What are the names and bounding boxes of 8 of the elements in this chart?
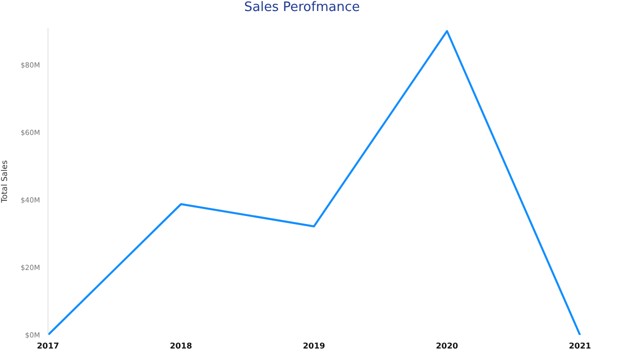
- x-tick-label: 2020: [436, 342, 459, 351]
- line-series: [47, 30, 581, 335]
- x-tick-label: 2019: [302, 342, 326, 351]
- x-tick-label: 2017: [36, 342, 60, 351]
- y-axis-title: Total Sales: [0, 160, 9, 204]
- x-tick-label: 2018: [170, 342, 193, 351]
- x-tick-label: 2021: [568, 342, 592, 351]
- chart-title: Sales Perofmance: [243, 0, 361, 15]
